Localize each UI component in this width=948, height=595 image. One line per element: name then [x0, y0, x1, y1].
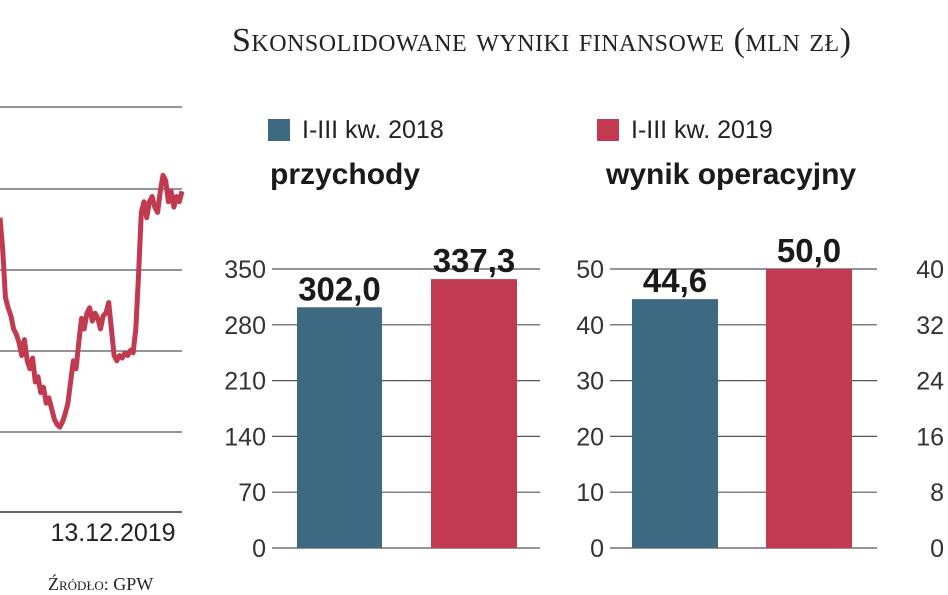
third-panel-ytick-label-1: 8 [930, 479, 944, 507]
operating-result-ytick-label-3: 30 [576, 368, 604, 396]
revenue-bar-0 [297, 307, 382, 548]
operating-result-ytick-label-0: 0 [590, 535, 604, 563]
legend-swatch-2018 [268, 119, 290, 141]
third-panel-ytick-label-2: 16 [916, 423, 944, 451]
operating-result-ytick-label-1: 10 [576, 479, 604, 507]
legend-label-2019: I-III kw. 2019 [631, 115, 773, 144]
revenue-value-label-0: 302,0 [298, 270, 381, 307]
chart-title: Skonsolidowane wyniki finansowe (mln zł) [232, 22, 852, 59]
third-panel-ytick-label-4: 32 [916, 312, 944, 340]
legend-item-2019: I-III kw. 2019 [597, 113, 773, 147]
legend-label-2018: I-III kw. 2018 [302, 115, 444, 144]
operating-result-value-label-1: 50,0 [777, 232, 841, 269]
revenue-value-label-1: 337,3 [433, 242, 516, 279]
revenue-ytick-label-4: 280 [224, 312, 266, 340]
operating-result-ytick-label-5: 50 [576, 256, 604, 284]
revenue-ytick-label-1: 70 [238, 479, 266, 507]
third-panel-ytick-label-0: 0 [930, 535, 944, 563]
operating-result-bar-1 [766, 269, 852, 548]
operating-result-ytick-label-2: 20 [576, 423, 604, 451]
legend-swatch-2019 [597, 119, 619, 141]
panel-title-revenue: przychody [270, 158, 421, 191]
stock-price-line [0, 172, 185, 430]
operating-result-value-label-0: 44,6 [643, 262, 707, 299]
third-panel-ytick-label-3: 24 [916, 368, 944, 396]
revenue-bar-1 [431, 279, 517, 548]
revenue-ytick-label-5: 350 [224, 256, 266, 284]
third-panel-ytick-label-5: 40 [916, 256, 944, 284]
legend-item-2018: I-III kw. 2018 [268, 113, 444, 147]
revenue-ytick-label-0: 0 [252, 535, 266, 563]
source-note: Źródło: GPW [48, 574, 154, 594]
panel-title-operating-result: wynik operacyjny [606, 158, 857, 191]
revenue-ytick-label-3: 210 [224, 368, 266, 396]
revenue-ytick-label-2: 140 [224, 423, 266, 451]
operating-result-ytick-label-4: 40 [576, 312, 604, 340]
operating-result-bar-0 [632, 299, 718, 548]
stock-date-label: 13.12.2019 [50, 519, 175, 547]
